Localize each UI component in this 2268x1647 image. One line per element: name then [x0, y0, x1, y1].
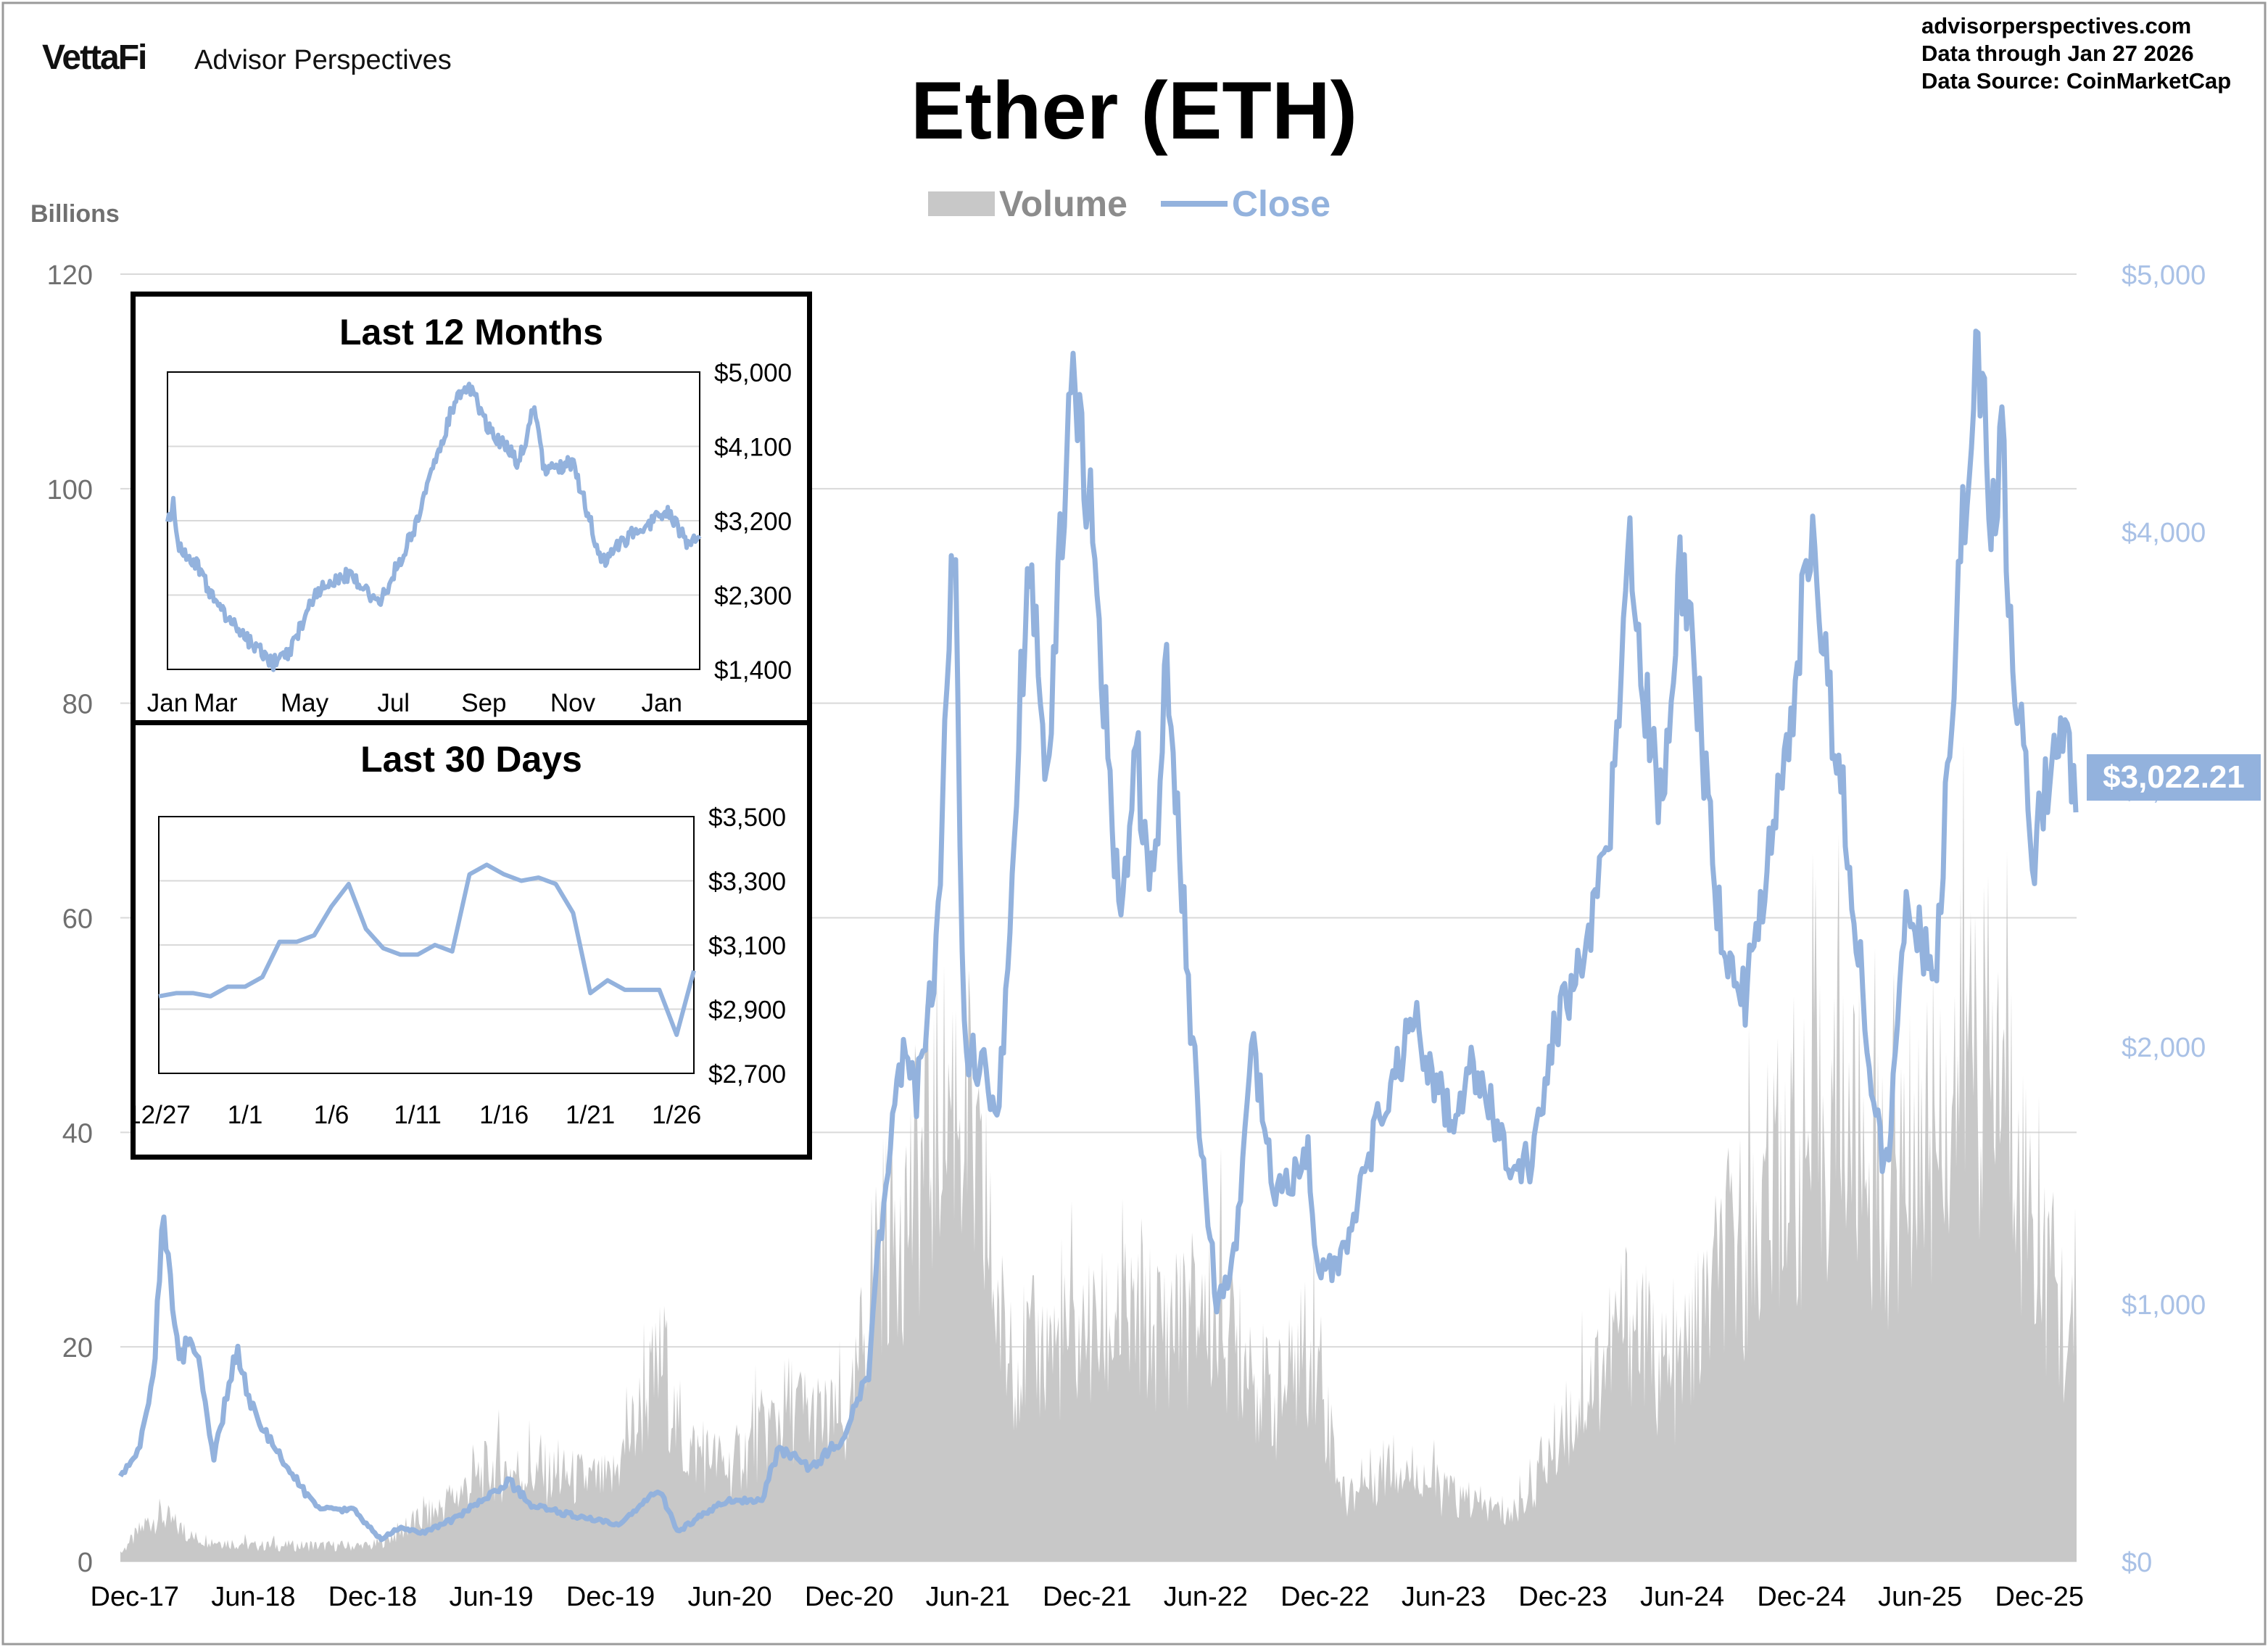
x-tick-label: Dec-20 [805, 1582, 894, 1612]
vettafi-logo: VettaFi [42, 38, 147, 77]
inset-x-tick-label: 1/26 [652, 1101, 701, 1129]
left-tick-label: 120 [47, 260, 93, 291]
inset-y-tick-label: $3,300 [708, 868, 786, 896]
close-line [117, 329, 2079, 1543]
x-tick-label: Dec-22 [1280, 1582, 1370, 1612]
inset-x-tick-label: Nov [550, 689, 596, 717]
legend-close-label: Close [1231, 183, 1331, 224]
source-line-1: advisorperspectives.com [1921, 13, 2192, 38]
inset-y-tick-label: $3,500 [708, 804, 786, 832]
inset-y-tick-label: $4,100 [714, 434, 792, 462]
inset-close-line [165, 381, 702, 672]
volume-area [120, 740, 2077, 1562]
left-tick-label: 40 [62, 1118, 93, 1149]
legend-volume-label: Volume [999, 183, 1127, 224]
inset-y-tick-label: $2,700 [708, 1060, 786, 1089]
legend-volume-swatch [928, 191, 995, 216]
chart-title: Ether (ETH) [911, 65, 1357, 156]
inset-x-tick-label: Jan [147, 689, 188, 717]
x-tick-label: Jun-19 [449, 1582, 533, 1612]
right-tick-label: $4,000 [2122, 518, 2206, 548]
left-tick-label: 100 [47, 475, 93, 505]
source-line-2: Data through Jan 27 2026 [1921, 41, 2194, 66]
inset-12m-title: Last 12 Months [339, 312, 603, 352]
x-tick-label: Dec-24 [1757, 1582, 1846, 1612]
brand-name: Advisor Perspectives [194, 45, 452, 75]
x-tick-label: Dec-18 [328, 1582, 418, 1612]
inset-x-tick-label: Jul [377, 689, 410, 717]
inset-30d-chart: $2,700 $2,900 $3,100 $3,300 $3,500 12/27 1/1 1/… [136, 804, 786, 1129]
x-tick-label: Dec-23 [1518, 1582, 1607, 1612]
legend: Volume Close [928, 180, 1330, 228]
x-tick-label: Dec-21 [1043, 1582, 1132, 1612]
inset-x-tick-label: Jan [641, 689, 682, 717]
x-tick-label: Jun-24 [1640, 1582, 1724, 1612]
x-tick-label: Jun-25 [1878, 1582, 1962, 1612]
inset-x-tick-label: Mar [194, 689, 238, 717]
left-tick-label: 60 [62, 904, 93, 935]
inset-y-tick-label: $1,400 [714, 656, 792, 685]
inset-x-tick-label: 1/11 [394, 1101, 442, 1129]
inset-30d-title: Last 30 Days [360, 739, 582, 780]
legend-close-swatch [1160, 201, 1228, 207]
last-value-label: $3,022.21 [2087, 754, 2261, 801]
x-tick-label: Jun-18 [211, 1582, 295, 1612]
right-tick-label: $5,000 [2122, 260, 2206, 291]
inset-close-line [158, 862, 696, 1037]
inset-x-tick-label: Sep [461, 689, 506, 717]
right-tick-label: $1,000 [2122, 1290, 2206, 1321]
source-line-3: Data Source: CoinMarketCap [1921, 68, 2232, 94]
inset-y-tick-label: $5,000 [714, 359, 792, 387]
inset-y-tick-label: $2,900 [708, 996, 786, 1025]
left-tick-label: 20 [62, 1333, 93, 1363]
inset-x-tick-label: 1/1 [228, 1101, 263, 1129]
right-tick-label: $0 [2122, 1548, 2152, 1578]
inset-x-tick-label: 1/21 [566, 1101, 615, 1129]
x-tick-label: Dec-17 [91, 1582, 180, 1612]
x-tick-label: Jun-21 [926, 1582, 1010, 1612]
right-tick-label: $2,000 [2122, 1033, 2206, 1063]
x-tick-label: Jun-23 [1402, 1582, 1486, 1612]
left-tick-label: 0 [78, 1548, 93, 1578]
x-tick-label: Dec-25 [1995, 1582, 2085, 1612]
inset-last-12-months: Last 12 Months $1,400 $2,300 $3,200 $4,100 $… [131, 292, 812, 725]
inset-y-tick-label: $2,300 [714, 582, 792, 611]
left-tick-label: 80 [62, 690, 93, 720]
x-tick-label: Jun-20 [687, 1582, 771, 1612]
x-tick-label: Dec-19 [566, 1582, 655, 1612]
left-axis-units: Billions [30, 200, 120, 228]
x-tick-label: Jun-22 [1164, 1582, 1248, 1612]
inset-y-tick-label: $3,200 [714, 508, 792, 536]
inset-x-tick-label: 1/16 [479, 1101, 529, 1129]
inset-y-tick-label: $3,100 [708, 932, 786, 960]
inset-x-tick-label: May [281, 689, 329, 717]
inset-last-30-days: Last 30 Days $2,700 $2,900 $3,100 $3,300 $3,… [131, 720, 812, 1160]
inset-x-tick-label: 12/27 [136, 1101, 191, 1129]
inset-plot-border [158, 816, 695, 1074]
inset-x-tick-label: 1/6 [314, 1101, 349, 1129]
